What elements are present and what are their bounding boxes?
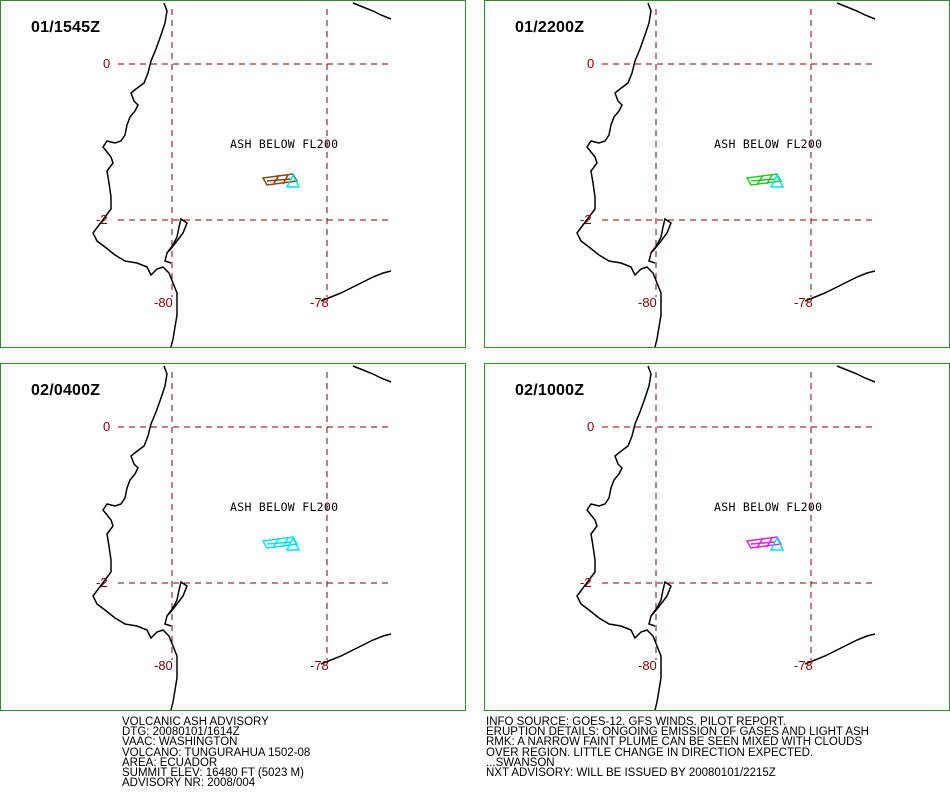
lat-label-minus2: -2 bbox=[580, 212, 592, 227]
ash-plume-hatch bbox=[282, 537, 289, 548]
advisory-line: INFO SOURCE: GOES-12. GFS WINDS. PILOT R… bbox=[486, 716, 786, 728]
advisory-line: DTG: 20080101/1614Z bbox=[122, 726, 240, 739]
advisory-line: VOLCANIC ASH ADVISORY bbox=[122, 716, 269, 728]
ash-plume-hatch bbox=[756, 537, 764, 549]
ash-plume-line bbox=[750, 178, 776, 182]
advisory-line: SUMMIT ELEV: 16480 FT (5023 M) bbox=[122, 766, 304, 779]
panel-time-label: 02/1000Z bbox=[515, 382, 585, 399]
ash-plume-hatch bbox=[766, 174, 773, 185]
coastline-gulf bbox=[164, 217, 188, 264]
coastline-south-east bbox=[804, 270, 876, 302]
coastline-west bbox=[576, 365, 662, 710]
ash-level-label: ASH BELOW FL200 bbox=[714, 500, 823, 514]
ash-plume bbox=[745, 536, 783, 549]
ash-plume-hatch bbox=[272, 174, 280, 186]
coastline-north-east bbox=[836, 365, 876, 383]
advisory-line: VAAC: WASHINGTON bbox=[122, 736, 238, 749]
ash-plume bbox=[261, 536, 299, 549]
forecast-panel-2: 01/2200Z 0 -2 -80 -78 ASH BELOW FL200 bbox=[484, 0, 950, 348]
ash-plume-hatch bbox=[756, 174, 764, 186]
advisory-line: ADVISORY NR: 2008/004 bbox=[122, 777, 256, 790]
map-canvas bbox=[576, 365, 876, 710]
coastline-west bbox=[92, 2, 178, 347]
advisory-line: ...SWANSON bbox=[486, 756, 555, 769]
lon-label-minus78: -78 bbox=[794, 295, 813, 310]
volcano-icon bbox=[285, 536, 301, 551]
panel-time-label: 01/2200Z bbox=[515, 19, 585, 36]
ash-plume-hatch bbox=[766, 537, 773, 548]
coastline-west bbox=[92, 365, 178, 710]
lon-label-minus80: -80 bbox=[154, 295, 173, 310]
coastline-gulf bbox=[648, 217, 672, 264]
lat-label-minus2: -2 bbox=[96, 575, 108, 590]
coastline-north-east bbox=[352, 365, 392, 383]
ash-plume-hatch bbox=[272, 537, 280, 549]
lat-label-minus2: -2 bbox=[580, 575, 592, 590]
advisory-line: RMK: A NARROW FAINT PLUME CAN BE SEEN MI… bbox=[486, 736, 863, 749]
coastline-south-east bbox=[804, 633, 876, 665]
ash-level-label: ASH BELOW FL200 bbox=[714, 137, 823, 151]
ash-plume-line bbox=[750, 541, 776, 545]
ash-level-label: ASH BELOW FL200 bbox=[230, 500, 339, 514]
forecast-panel-1: 01/1545Z 0 -2 -80 -78 ASH BELOW FL200 bbox=[0, 0, 466, 348]
ash-plume-outline bbox=[261, 173, 299, 186]
panel-time-label: 02/0400Z bbox=[31, 382, 101, 399]
map-canvas bbox=[92, 2, 392, 347]
lat-label-minus2: -2 bbox=[96, 212, 108, 227]
volcano-icon bbox=[769, 536, 785, 551]
coastline-gulf bbox=[648, 580, 672, 627]
lat-label-0: 0 bbox=[103, 56, 111, 71]
ash-plume-outline bbox=[261, 536, 299, 549]
lon-label-minus78: -78 bbox=[310, 658, 329, 673]
lat-label-0: 0 bbox=[587, 56, 595, 71]
lon-label-minus78: -78 bbox=[794, 658, 813, 673]
panel-time-label: 01/1545Z bbox=[31, 19, 101, 36]
map-canvas bbox=[92, 365, 392, 710]
volcano-icon bbox=[769, 173, 785, 188]
advisory-line: ERUPTION DETAILS: ONGOING EMISSION OF GA… bbox=[486, 726, 869, 739]
coastline-north-east bbox=[352, 2, 392, 20]
ash-plume bbox=[261, 173, 299, 186]
advisory-line: OVER REGION. LITTLE CHANGE IN DIRECTION … bbox=[486, 746, 814, 759]
lon-label-minus78: -78 bbox=[310, 295, 329, 310]
forecast-panel-3: 02/0400Z 0 -2 -80 -78 ASH BELOW FL200 bbox=[0, 363, 466, 711]
advisory-line: VOLCANO: TUNGURAHUA 1502-08 bbox=[122, 746, 311, 759]
ash-plume-hatch bbox=[282, 174, 289, 185]
advisory-header-block: VOLCANIC ASH ADVISORY DTG: 20080101/1614… bbox=[122, 716, 311, 790]
forecast-panel-4: 02/1000Z 0 -2 -80 -78 ASH BELOW FL200 bbox=[484, 363, 950, 711]
ash-plume-outline bbox=[745, 536, 783, 549]
map-canvas bbox=[576, 2, 876, 347]
coastline-west bbox=[576, 2, 662, 347]
lon-label-minus80: -80 bbox=[638, 295, 657, 310]
ash-plume-outline bbox=[745, 173, 783, 186]
coastline-north-east bbox=[836, 2, 876, 20]
coastline-south-east bbox=[320, 270, 392, 302]
lat-label-0: 0 bbox=[587, 419, 595, 434]
advisory-line: NXT ADVISORY: WILL BE ISSUED BY 20080101… bbox=[486, 766, 776, 779]
advisory-line: AREA: ECUADOR bbox=[122, 756, 218, 769]
ash-plume-line bbox=[266, 541, 292, 545]
lat-label-0: 0 bbox=[103, 419, 111, 434]
coastline-south-east bbox=[320, 633, 392, 665]
advisory-details-block: INFO SOURCE: GOES-12. GFS WINDS. PILOT R… bbox=[486, 716, 869, 779]
ash-plume-line bbox=[266, 178, 292, 182]
ash-plume bbox=[745, 173, 783, 186]
coastline-gulf bbox=[164, 580, 188, 627]
lon-label-minus80: -80 bbox=[154, 658, 173, 673]
volcano-icon bbox=[285, 173, 301, 188]
ash-level-label: ASH BELOW FL200 bbox=[230, 137, 339, 151]
lon-label-minus80: -80 bbox=[638, 658, 657, 673]
